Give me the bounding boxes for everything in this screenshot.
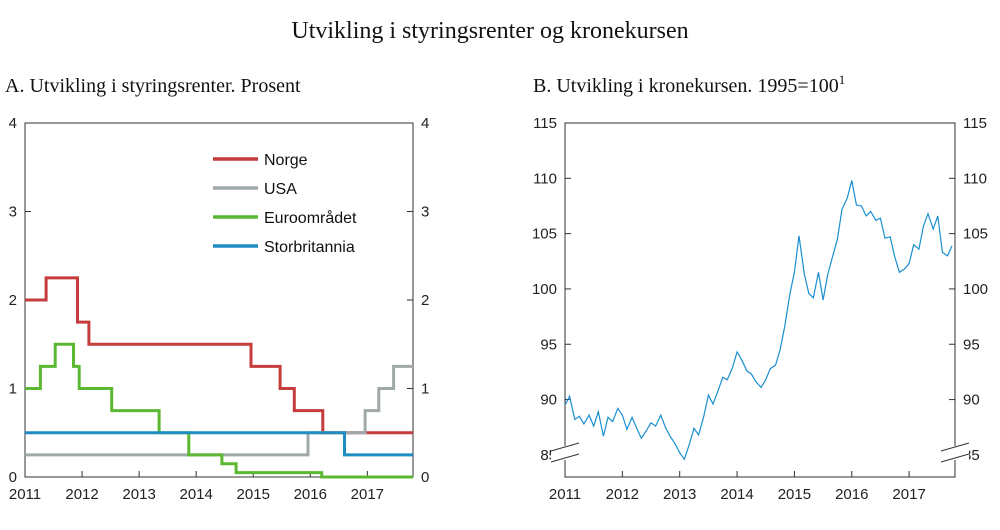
legend-label: USA (264, 181, 297, 198)
panel-b-plot-frame (565, 123, 955, 477)
y-tick-label-left: 0 (9, 469, 17, 486)
panel-a-series (25, 278, 413, 477)
series-line-usa (25, 366, 413, 455)
y-tick-label-right: 95 (963, 336, 980, 353)
figure: Utvikling i styringsrenter og kronekurse… (0, 0, 1000, 530)
y-tick-label-left: 105 (532, 226, 557, 243)
panel-a-title: A. Utvikling i styringsrenter. Prosent (5, 75, 301, 97)
x-tick-label: 2013 (663, 486, 696, 503)
y-tick-label-right: 105 (963, 226, 988, 243)
y-tick-label-right: 115 (963, 115, 987, 132)
y-tick-label-left: 3 (9, 204, 17, 221)
y-tick-label-right: 4 (421, 115, 429, 132)
x-tick-label: 2017 (351, 486, 384, 503)
panel-a: A. Utvikling i styringsrenter. Prosent 2… (5, 75, 429, 503)
y-tick-label-right: 90 (963, 392, 980, 409)
x-tick-label: 2011 (9, 486, 41, 503)
y-tick-label-left: 4 (9, 115, 17, 132)
panel-b-title-text: B. Utvikling i kronekursen. 1995=100 (533, 75, 839, 97)
panel-b-title: B. Utvikling i kronekursen. 1995=1001 (533, 72, 845, 97)
series-line-euroomr-det (25, 344, 413, 477)
x-tick-label: 2012 (65, 486, 98, 503)
x-tick-label: 2012 (606, 486, 639, 503)
y-tick-label-left: 2 (9, 292, 17, 309)
panel-b: B. Utvikling i kronekursen. 1995=1001 20… (532, 72, 988, 503)
y-tick-label-left: 100 (532, 281, 557, 298)
y-tick-label-right: 0 (421, 469, 429, 486)
y-tick-label-left: 95 (540, 336, 557, 353)
x-tick-label: 2011 (549, 486, 581, 503)
legend-label: Storbritannia (264, 239, 355, 256)
x-tick-label: 2014 (179, 486, 212, 503)
y-tick-label-left: 1 (9, 381, 17, 398)
y-tick-label-right: 3 (421, 204, 429, 221)
panel-b-axis-break (551, 443, 969, 462)
x-tick-label: 2017 (892, 486, 925, 503)
x-tick-label: 2015 (237, 486, 270, 503)
panel-b-series (565, 181, 952, 460)
y-tick-label-right: 1 (421, 381, 429, 398)
panel-a-axes: 2011 2012 2013 2014 2015 2016 2017 0 0 1 1 2 2 3 3 4 4 (9, 115, 430, 503)
x-tick-label: 2013 (122, 486, 155, 503)
x-tick-label: 2015 (778, 486, 811, 503)
x-tick-label: 2014 (720, 486, 753, 503)
series-line-kronekurs (565, 181, 952, 460)
x-tick-label: 2016 (294, 486, 327, 503)
panel-b-title-footnote: 1 (839, 72, 846, 87)
series-line-storbritannia (25, 433, 413, 455)
y-tick-label-right: 100 (963, 281, 988, 298)
legend-label: Norge (264, 152, 308, 169)
y-tick-label-right: 2 (421, 292, 429, 309)
x-tick-label: 2016 (835, 486, 868, 503)
figure-title: Utvikling i styringsrenter og kronekurse… (291, 18, 688, 44)
panel-a-legend: Norge USA Euroområdet Storbritannia (213, 152, 357, 256)
y-tick-label-left: 115 (533, 115, 557, 132)
y-tick-label-left: 110 (533, 170, 557, 187)
legend-label: Euroområdet (264, 209, 357, 227)
panel-a-plot-frame (25, 123, 413, 477)
series-line-norge (25, 278, 413, 433)
y-tick-label-left: 90 (540, 392, 557, 409)
y-tick-label-right: 110 (963, 170, 987, 187)
